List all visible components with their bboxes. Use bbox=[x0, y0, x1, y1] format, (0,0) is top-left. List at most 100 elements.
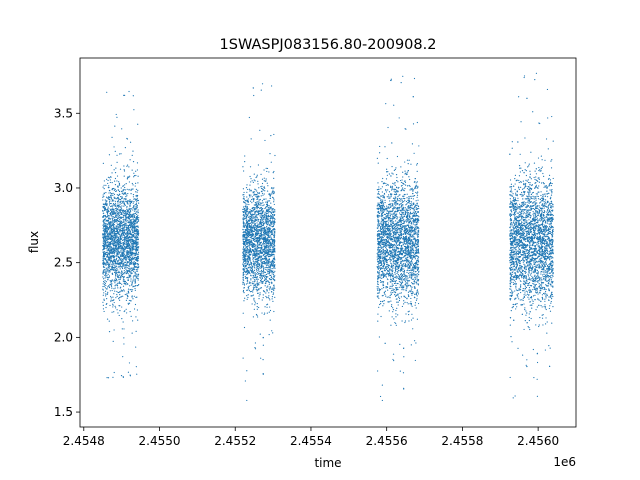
data-point bbox=[254, 218, 256, 220]
data-point bbox=[128, 267, 130, 270]
data-point bbox=[133, 213, 135, 215]
data-point bbox=[103, 255, 105, 258]
data-point bbox=[252, 265, 254, 267]
data-point bbox=[136, 229, 138, 231]
data-point bbox=[255, 246, 257, 248]
data-point bbox=[254, 300, 256, 302]
data-point bbox=[113, 253, 116, 255]
data-point bbox=[137, 209, 139, 211]
data-point bbox=[270, 268, 272, 270]
data-point bbox=[121, 261, 123, 263]
data-point bbox=[123, 310, 125, 313]
data-point bbox=[137, 253, 139, 255]
data-point bbox=[269, 306, 271, 308]
data-point bbox=[242, 272, 244, 274]
data-point bbox=[103, 310, 105, 313]
data-point bbox=[266, 190, 269, 192]
data-point bbox=[263, 180, 265, 182]
data-point bbox=[120, 153, 122, 155]
data-point bbox=[271, 217, 273, 219]
data-point bbox=[110, 297, 112, 299]
data-point bbox=[114, 248, 116, 250]
data-point bbox=[115, 219, 117, 221]
data-point bbox=[131, 251, 134, 254]
data-point bbox=[266, 288, 268, 291]
data-point bbox=[261, 190, 263, 192]
data-point bbox=[112, 204, 114, 206]
data-point bbox=[132, 218, 134, 220]
data-point bbox=[115, 215, 117, 217]
data-point bbox=[126, 207, 128, 209]
data-point bbox=[270, 236, 272, 238]
data-point bbox=[130, 216, 132, 218]
data-point bbox=[135, 220, 137, 223]
data-point bbox=[266, 230, 269, 232]
data-point bbox=[108, 208, 110, 210]
data-point bbox=[246, 267, 248, 270]
data-point bbox=[263, 186, 265, 188]
data-point bbox=[253, 288, 255, 290]
data-point bbox=[246, 191, 248, 193]
data-point bbox=[105, 264, 107, 266]
data-point bbox=[123, 210, 125, 212]
data-point bbox=[265, 263, 267, 265]
data-point bbox=[110, 242, 112, 245]
data-point bbox=[243, 214, 245, 216]
data-point bbox=[135, 254, 137, 257]
data-point bbox=[270, 254, 273, 256]
data-point bbox=[249, 281, 251, 283]
data-point bbox=[252, 181, 254, 184]
data-point bbox=[273, 261, 275, 264]
data-point bbox=[254, 275, 257, 277]
data-point bbox=[116, 257, 118, 260]
data-point bbox=[114, 197, 116, 199]
data-point bbox=[256, 280, 258, 282]
data-point bbox=[132, 261, 134, 264]
data-point bbox=[135, 257, 137, 259]
data-point bbox=[118, 245, 120, 247]
data-point bbox=[257, 223, 259, 225]
data-point bbox=[246, 295, 248, 297]
data-point bbox=[137, 250, 139, 252]
data-point bbox=[256, 206, 258, 209]
data-point bbox=[124, 200, 126, 202]
data-point bbox=[105, 202, 107, 204]
data-point bbox=[126, 252, 128, 254]
data-point bbox=[271, 215, 273, 217]
data-point bbox=[118, 271, 120, 274]
data-point bbox=[111, 219, 114, 221]
data-point bbox=[113, 193, 116, 195]
data-point bbox=[243, 218, 245, 220]
data-point bbox=[113, 225, 115, 227]
data-point bbox=[254, 206, 256, 209]
data-point bbox=[269, 319, 271, 321]
data-point bbox=[273, 209, 276, 211]
data-point bbox=[136, 205, 138, 207]
data-point bbox=[260, 204, 262, 206]
data-point bbox=[268, 223, 270, 226]
data-point bbox=[272, 271, 274, 274]
data-point bbox=[107, 238, 110, 240]
data-point bbox=[262, 236, 264, 238]
data-point bbox=[126, 200, 129, 202]
data-point bbox=[111, 189, 113, 191]
data-point bbox=[103, 212, 105, 214]
data-point bbox=[269, 299, 271, 301]
data-point bbox=[242, 246, 245, 249]
data-point bbox=[261, 276, 263, 278]
data-point bbox=[108, 154, 111, 156]
data-point bbox=[108, 252, 110, 254]
data-point bbox=[123, 253, 125, 256]
data-point bbox=[250, 278, 252, 280]
data-point bbox=[247, 234, 249, 236]
data-point bbox=[129, 258, 131, 260]
data-point bbox=[242, 208, 244, 210]
data-point bbox=[104, 218, 106, 221]
data-point bbox=[133, 231, 135, 233]
data-point bbox=[264, 214, 266, 216]
scatter-points bbox=[102, 72, 554, 402]
data-point bbox=[126, 232, 128, 234]
data-point bbox=[111, 266, 113, 268]
data-point bbox=[136, 191, 138, 193]
data-point bbox=[129, 224, 131, 227]
